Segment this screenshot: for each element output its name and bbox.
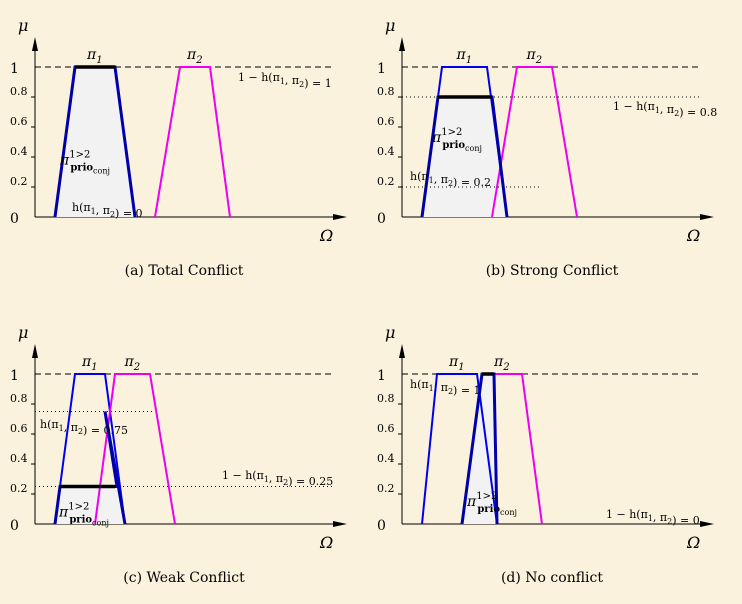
tick-label: 0.6 (10, 422, 28, 435)
annotation-1: h(π1, π2) = 0 (72, 201, 143, 220)
pi2-label: π2 (493, 354, 510, 373)
annotation-1: 1 − h(π1, π2) = 0.25 (222, 469, 333, 488)
tick-label: 0.8 (377, 392, 395, 405)
y-axis-arrow (32, 37, 38, 51)
tick-label-1: 1 (10, 61, 19, 77)
annotation-0: h(π1, π2) = 0.75 (40, 418, 128, 437)
combination-region (462, 374, 497, 524)
tick-label: 0.8 (10, 392, 28, 405)
tick-label-1: 1 (377, 368, 386, 384)
x-axis-arrow (333, 521, 347, 527)
combination-region (55, 411, 125, 524)
panel-c: μ Ω 0 1 0.2 0.4 0.6 0.8 π1 π2 π1>2 prioconj h(π1, π2… (10, 323, 347, 586)
tick-label-0: 0 (377, 211, 386, 227)
y-axis-label: μ (18, 323, 28, 342)
combination-label: π1>2 prioconj (59, 150, 110, 176)
pi2-distribution-line (94, 373, 176, 525)
panel-caption: (b) Strong Conflict (486, 263, 619, 279)
pi2-label: π2 (186, 47, 203, 66)
tick-label: 0.8 (10, 85, 28, 98)
annotation-1: h(π1, π2) = 0.2 (410, 170, 491, 189)
panel-d: μ Ω 0 1 0.2 0.4 0.6 0.8 π1 π2 π1>2 prioconj h(π1, π2… (377, 323, 714, 586)
y-axis-label: μ (385, 323, 395, 342)
pi1-distribution-line (54, 373, 126, 525)
tick-label: 0.8 (377, 85, 395, 98)
x-axis-label: Ω (319, 226, 333, 245)
combination-region (422, 97, 507, 217)
combination-label: π1>2 prioconj (58, 502, 109, 528)
pi2-distribution-line (491, 66, 578, 218)
tick-label-0: 0 (10, 518, 19, 534)
combination-edge (53, 411, 127, 525)
annotation-0: 1 − h(π1, π2) = 0.8 (613, 100, 717, 119)
tick-label: 0.2 (377, 482, 395, 495)
tick-label: 0.2 (377, 175, 395, 188)
combination-label: π1>2 prioconj (466, 491, 517, 517)
x-axis-label: Ω (686, 533, 700, 552)
tick-label-0: 0 (377, 518, 386, 534)
y-axis-arrow (399, 37, 405, 51)
tick-label: 0.6 (10, 115, 28, 128)
pi1-label: π1 (456, 47, 473, 66)
tick-label: 0.2 (10, 175, 28, 188)
pi2-distribution-line (154, 66, 231, 218)
tick-label: 0.6 (377, 422, 395, 435)
tick-label: 0.2 (10, 482, 28, 495)
panel-a: μ Ω 0 1 0.2 0.4 0.6 0.8 π1 π2 π1>2 prioconj 1 − h(π1… (10, 16, 347, 279)
y-axis-arrow (399, 344, 405, 358)
x-axis-arrow (700, 521, 714, 527)
pi1-label: π1 (86, 47, 103, 66)
panel-caption: (a) Total Conflict (125, 263, 244, 279)
annotation-1: 1 − h(π1, π2) = 0 (606, 508, 700, 527)
pi2-label: π2 (124, 354, 141, 373)
x-axis-arrow (333, 214, 347, 220)
y-axis-label: μ (18, 16, 28, 35)
tick-label-1: 1 (10, 368, 19, 384)
pi1-label: π1 (81, 354, 98, 373)
annotation-0: h(π1, π2) = 1 (410, 378, 481, 397)
pi1-label: π1 (448, 354, 465, 373)
panel-b: μ Ω 0 1 0.2 0.4 0.6 0.8 π1 π2 π1>2 prioconj 1 − h(π1… (377, 16, 717, 279)
pi1-distribution-line (421, 373, 498, 525)
combination-region (55, 67, 135, 217)
x-axis-arrow (700, 214, 714, 220)
tick-label: 0.4 (10, 452, 28, 465)
pi2-label: π2 (526, 47, 543, 66)
tick-label-1: 1 (377, 61, 386, 77)
tick-label-0: 0 (10, 211, 19, 227)
y-axis-label: μ (385, 16, 395, 35)
y-axis-arrow (32, 344, 38, 358)
tick-label: 0.4 (10, 145, 28, 158)
combination-label: π1>2 prioconj (431, 127, 482, 153)
x-axis-label: Ω (686, 226, 700, 245)
panel-caption: (c) Weak Conflict (123, 570, 245, 586)
x-axis-label: Ω (319, 533, 333, 552)
annotation-0: 1 − h(π1, π2) = 1 (238, 71, 332, 90)
tick-label: 0.4 (377, 452, 395, 465)
tick-label: 0.6 (377, 115, 395, 128)
panel-caption: (d) No conflict (501, 570, 603, 586)
tick-label: 0.4 (377, 145, 395, 158)
